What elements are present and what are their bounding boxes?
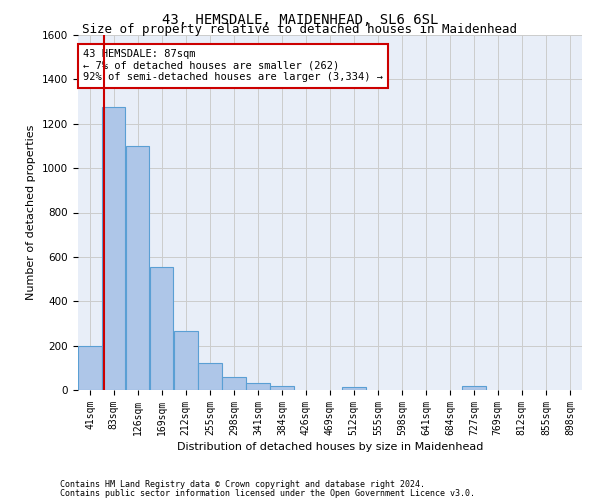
Text: Size of property relative to detached houses in Maidenhead: Size of property relative to detached ho… [83, 22, 517, 36]
Bar [78, 346, 102, 390]
Bar [246, 383, 270, 390]
Bar [342, 386, 365, 390]
Y-axis label: Number of detached properties: Number of detached properties [26, 125, 37, 300]
Bar [125, 146, 149, 390]
Bar [174, 331, 197, 390]
Bar [198, 364, 221, 390]
Bar [149, 267, 173, 390]
Bar [222, 377, 246, 390]
Bar [101, 107, 125, 390]
Text: 43, HEMSDALE, MAIDENHEAD, SL6 6SL: 43, HEMSDALE, MAIDENHEAD, SL6 6SL [162, 12, 438, 26]
Text: 43 HEMSDALE: 87sqm
← 7% of detached houses are smaller (262)
92% of semi-detache: 43 HEMSDALE: 87sqm ← 7% of detached hous… [83, 49, 383, 82]
Bar [462, 386, 486, 390]
Text: Contains public sector information licensed under the Open Government Licence v3: Contains public sector information licen… [60, 488, 475, 498]
X-axis label: Distribution of detached houses by size in Maidenhead: Distribution of detached houses by size … [177, 442, 483, 452]
Bar [270, 386, 294, 390]
Text: Contains HM Land Registry data © Crown copyright and database right 2024.: Contains HM Land Registry data © Crown c… [60, 480, 425, 489]
